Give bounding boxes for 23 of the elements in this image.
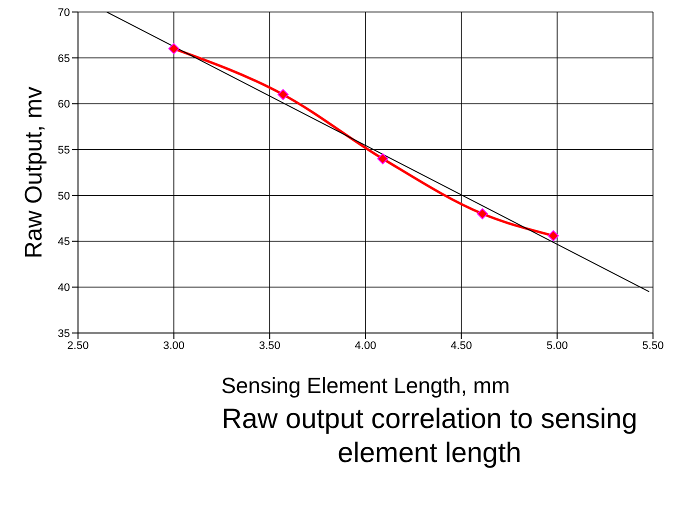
y-tick-label: 55 (58, 144, 70, 156)
y-axis-title: Raw Output, mv (20, 86, 48, 259)
y-tick-label: 45 (58, 236, 70, 248)
x-tick-label: 2.50 (67, 340, 89, 352)
x-tick-label: 4.00 (354, 340, 376, 352)
x-axis-title: Sensing Element Length, mm (221, 373, 510, 398)
y-tick-label: 50 (58, 190, 70, 202)
y-tick-label: 65 (58, 52, 70, 65)
point (278, 89, 289, 100)
text: Raw output correlation to sensing element length (220, 402, 638, 470)
y-tick-label: 35 (58, 328, 70, 340)
point (377, 153, 388, 164)
x-tick-label: 5.50 (642, 340, 664, 352)
point (476, 208, 488, 220)
y-tick-label: 40 (58, 282, 70, 294)
x-tick-label: 5.00 (546, 340, 568, 352)
y-tick-label: 70 (58, 6, 70, 19)
x-tick-label: 3.50 (258, 340, 280, 352)
y-tick-label: 60 (58, 98, 70, 111)
point (168, 43, 180, 54)
x-tick-label: 4.50 (450, 340, 472, 352)
point (548, 230, 559, 242)
x-tick-label: 3.00 (163, 340, 185, 352)
